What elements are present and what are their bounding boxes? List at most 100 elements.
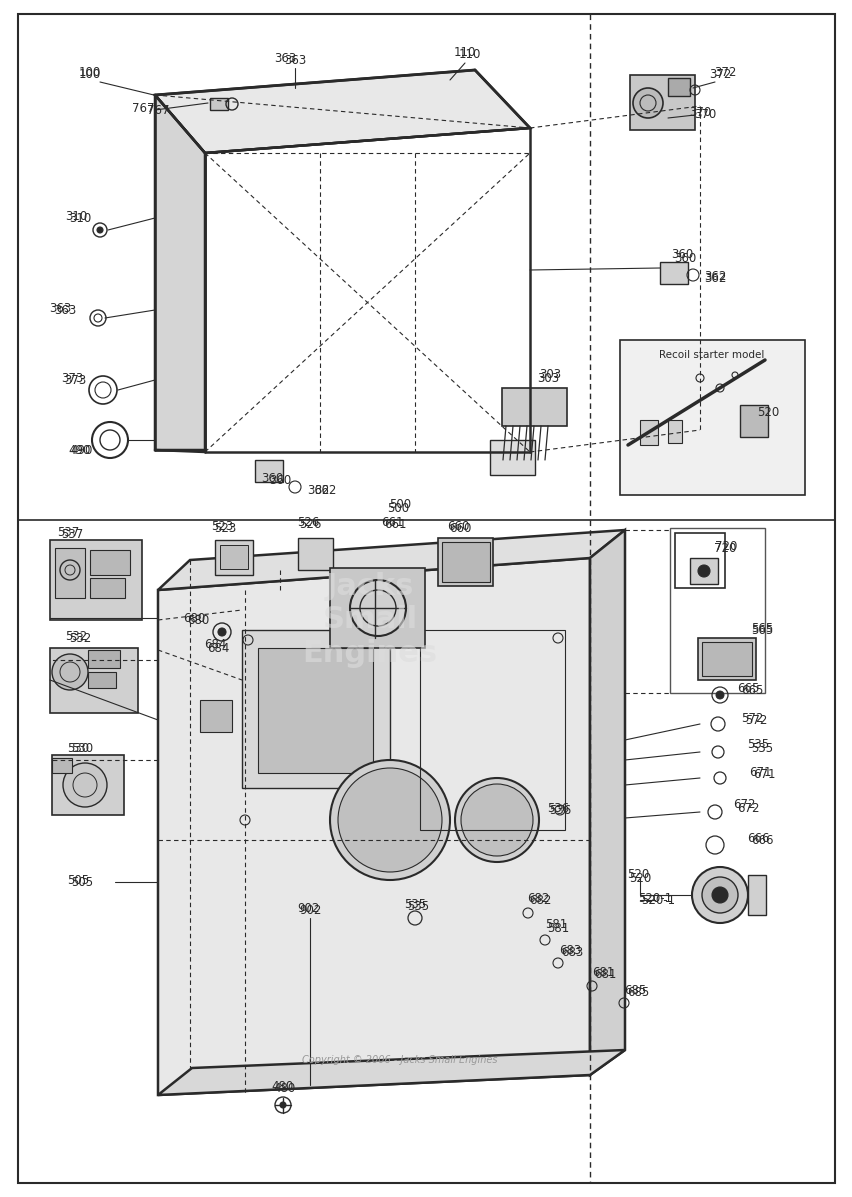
Bar — [55, 548, 85, 598]
Text: 490: 490 — [71, 444, 93, 456]
Bar — [701, 642, 751, 676]
Bar — [697, 638, 755, 680]
Text: 520: 520 — [756, 406, 778, 419]
Text: Copyright © 2006 - Jacks Small Engines: Copyright © 2006 - Jacks Small Engines — [302, 1055, 498, 1065]
Text: 110: 110 — [453, 45, 475, 59]
Bar — [674, 533, 724, 588]
Text: 520: 520 — [628, 871, 650, 885]
Bar — [639, 420, 657, 445]
Text: 310: 310 — [65, 209, 87, 223]
Text: 536: 536 — [546, 802, 568, 814]
Bar — [667, 78, 689, 96]
Text: 303: 303 — [538, 369, 561, 382]
Circle shape — [711, 887, 727, 903]
Circle shape — [454, 778, 538, 862]
Bar — [489, 440, 534, 475]
Text: 523: 523 — [214, 522, 236, 535]
Text: 720: 720 — [714, 540, 736, 553]
Text: 767: 767 — [147, 103, 170, 116]
Text: 537: 537 — [60, 529, 83, 541]
Text: 360: 360 — [673, 251, 695, 265]
Polygon shape — [155, 69, 529, 153]
Text: 110: 110 — [458, 49, 481, 61]
Text: 672: 672 — [736, 802, 758, 814]
Text: 680: 680 — [187, 614, 209, 626]
Circle shape — [460, 784, 532, 856]
Circle shape — [52, 654, 88, 689]
Bar — [257, 648, 372, 773]
Bar — [255, 460, 283, 482]
Bar — [215, 540, 253, 575]
Bar — [52, 758, 72, 773]
Text: 363: 363 — [54, 304, 76, 316]
Text: 902: 902 — [296, 901, 319, 915]
Text: 490: 490 — [69, 444, 91, 456]
Circle shape — [279, 1102, 285, 1108]
Text: 682: 682 — [527, 892, 549, 905]
Bar — [220, 545, 248, 569]
Text: 535: 535 — [750, 741, 772, 754]
Text: 681: 681 — [593, 968, 615, 982]
Text: 671: 671 — [751, 768, 774, 782]
Text: 362: 362 — [703, 272, 725, 285]
Bar — [88, 672, 116, 688]
Text: 572: 572 — [744, 713, 766, 727]
Bar — [210, 98, 227, 110]
Circle shape — [697, 565, 709, 577]
Text: 505: 505 — [71, 875, 93, 888]
Text: 671: 671 — [748, 766, 770, 778]
Text: 535: 535 — [746, 739, 769, 752]
Text: 372: 372 — [708, 68, 730, 81]
Text: 530: 530 — [71, 741, 93, 754]
Text: 360: 360 — [670, 249, 693, 261]
Text: 505: 505 — [66, 874, 89, 887]
Bar — [330, 569, 424, 648]
Text: 532: 532 — [65, 630, 87, 643]
Text: 480: 480 — [273, 1082, 296, 1094]
Bar — [747, 875, 765, 915]
Text: 681: 681 — [591, 966, 613, 978]
Bar — [502, 388, 567, 426]
Text: 680: 680 — [182, 612, 204, 625]
Bar — [419, 630, 564, 830]
Circle shape — [97, 227, 103, 233]
Bar — [297, 537, 332, 570]
Text: 565: 565 — [750, 621, 772, 634]
Bar — [667, 420, 682, 443]
Text: 660: 660 — [448, 522, 470, 535]
Text: 520: 520 — [626, 869, 648, 881]
Polygon shape — [158, 530, 625, 590]
Circle shape — [218, 628, 226, 636]
Text: 530: 530 — [66, 741, 89, 754]
Text: 303: 303 — [536, 371, 558, 384]
Text: 683: 683 — [561, 946, 583, 959]
Text: 370: 370 — [688, 105, 711, 119]
Text: 360: 360 — [261, 472, 283, 485]
Text: 523: 523 — [210, 519, 233, 533]
Bar — [242, 630, 389, 788]
Text: 565: 565 — [750, 624, 772, 637]
Bar — [90, 578, 125, 598]
Text: 683: 683 — [558, 943, 580, 956]
Text: 684: 684 — [204, 638, 226, 651]
Bar — [441, 542, 489, 582]
Text: Recoil starter model: Recoil starter model — [659, 350, 763, 360]
Text: 535: 535 — [406, 899, 429, 912]
Polygon shape — [158, 558, 590, 1095]
Text: 572: 572 — [740, 711, 763, 724]
Text: 362: 362 — [307, 484, 329, 497]
Text: Jacks
Small
Engines: Jacks Small Engines — [302, 572, 437, 668]
Text: 310: 310 — [69, 212, 91, 225]
Text: 373: 373 — [60, 371, 83, 384]
Bar — [50, 648, 138, 713]
Text: 685: 685 — [623, 984, 645, 996]
Text: 684: 684 — [206, 642, 229, 655]
Text: 665: 665 — [740, 683, 763, 697]
Bar — [437, 537, 492, 587]
Text: 537: 537 — [57, 527, 79, 540]
Text: 363: 363 — [49, 302, 71, 315]
Text: 685: 685 — [626, 986, 648, 999]
Bar — [199, 700, 232, 733]
Text: 362: 362 — [703, 269, 725, 282]
Circle shape — [632, 89, 662, 119]
